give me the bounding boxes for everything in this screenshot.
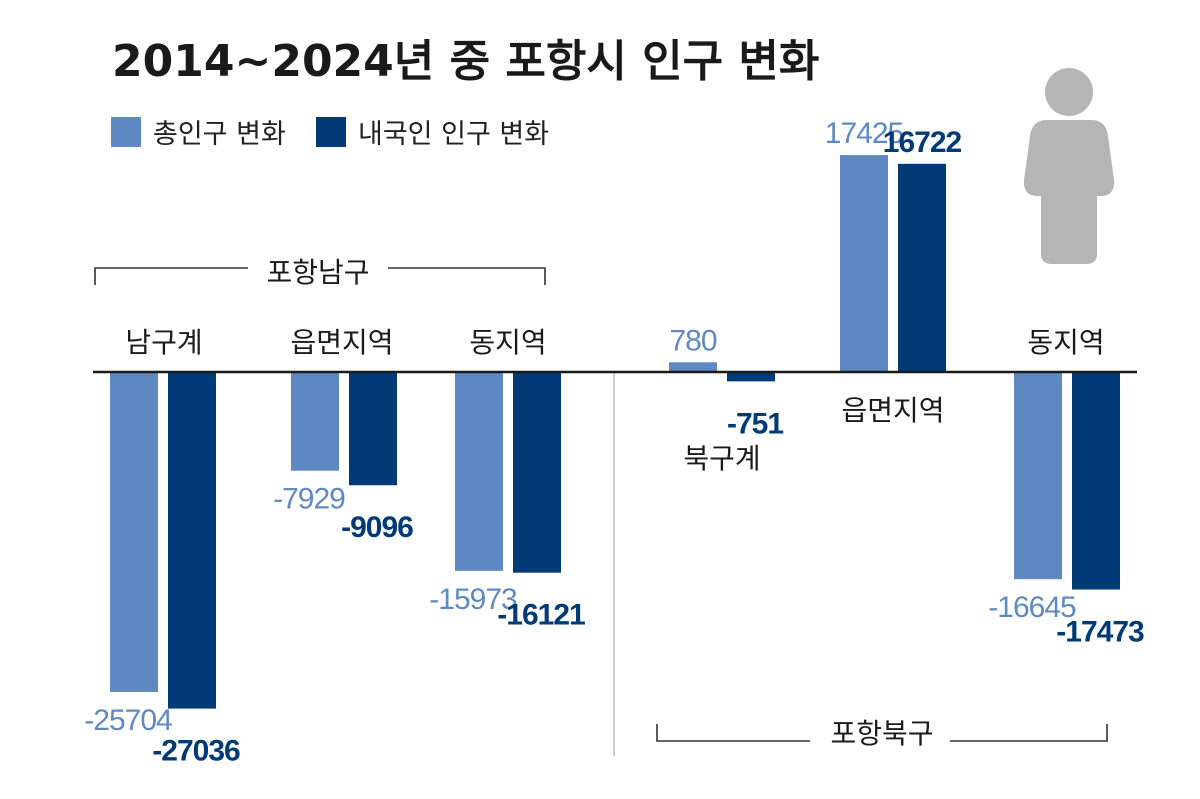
- category-label: 남구계: [125, 326, 202, 359]
- value-label-domestic: 16722: [883, 126, 962, 159]
- value-labels: -25704-27036 -7929-9096 -15973-16121 780 -75…: [84, 117, 1145, 768]
- bar-domestic: [1072, 372, 1120, 590]
- value-label-total: -16645: [988, 591, 1076, 624]
- value-label-domestic: -17473: [1056, 616, 1144, 649]
- value-label-total: -25704: [84, 704, 172, 737]
- value-label-total: 780: [669, 324, 716, 357]
- value-label-domestic: -27036: [152, 735, 240, 768]
- bracket-line-right: [388, 267, 546, 285]
- category-label: 읍면지역: [841, 394, 944, 427]
- bar-total: [110, 372, 158, 692]
- category-label: 동지역: [1027, 326, 1104, 359]
- value-label-total: -7929: [273, 483, 345, 516]
- group-label-nam: 포항남구: [266, 256, 369, 289]
- legend-swatch-total: [111, 117, 141, 147]
- bracket-line-left: [656, 724, 810, 742]
- value-label-domestic: -16121: [497, 599, 585, 632]
- bar-total: [669, 362, 717, 372]
- bar-total: [291, 372, 339, 471]
- person-silhouette-icon: [1023, 68, 1115, 264]
- bar-domestic: [349, 372, 397, 486]
- bar-total: [455, 372, 503, 571]
- legend-swatch-domestic: [316, 117, 346, 147]
- legend: 총인구 변화 내국인 인구 변화: [111, 117, 549, 150]
- bar-total: [1014, 372, 1062, 580]
- value-label-domestic: -9096: [341, 511, 413, 544]
- legend-label-domestic: 내국인 인구 변화: [358, 119, 549, 150]
- category-label: 북구계: [683, 442, 760, 475]
- category-label: 읍면지역: [290, 326, 393, 359]
- group-bracket-nam: 포항남구: [94, 256, 546, 289]
- category-label: 동지역: [469, 326, 546, 359]
- bar-domestic: [168, 372, 216, 709]
- bracket-line-left: [94, 267, 248, 285]
- bars: [110, 155, 1120, 709]
- group-label-buk: 포항북구: [830, 717, 933, 750]
- value-label-total: 17425: [825, 117, 904, 150]
- bar-domestic: [898, 163, 946, 372]
- legend-label-total: 총인구 변화: [153, 119, 286, 150]
- group-bracket-buk: 포항북구: [656, 717, 1108, 750]
- bar-domestic: [513, 372, 561, 573]
- bracket-line-right: [950, 724, 1108, 742]
- value-label-total: -15973: [429, 583, 517, 616]
- chart-title: 2014~2024년 중 포항시 인구 변화: [112, 36, 819, 87]
- bar-total: [840, 155, 888, 372]
- value-label-domestic: -751: [727, 407, 783, 440]
- bar-domestic: [727, 372, 775, 382]
